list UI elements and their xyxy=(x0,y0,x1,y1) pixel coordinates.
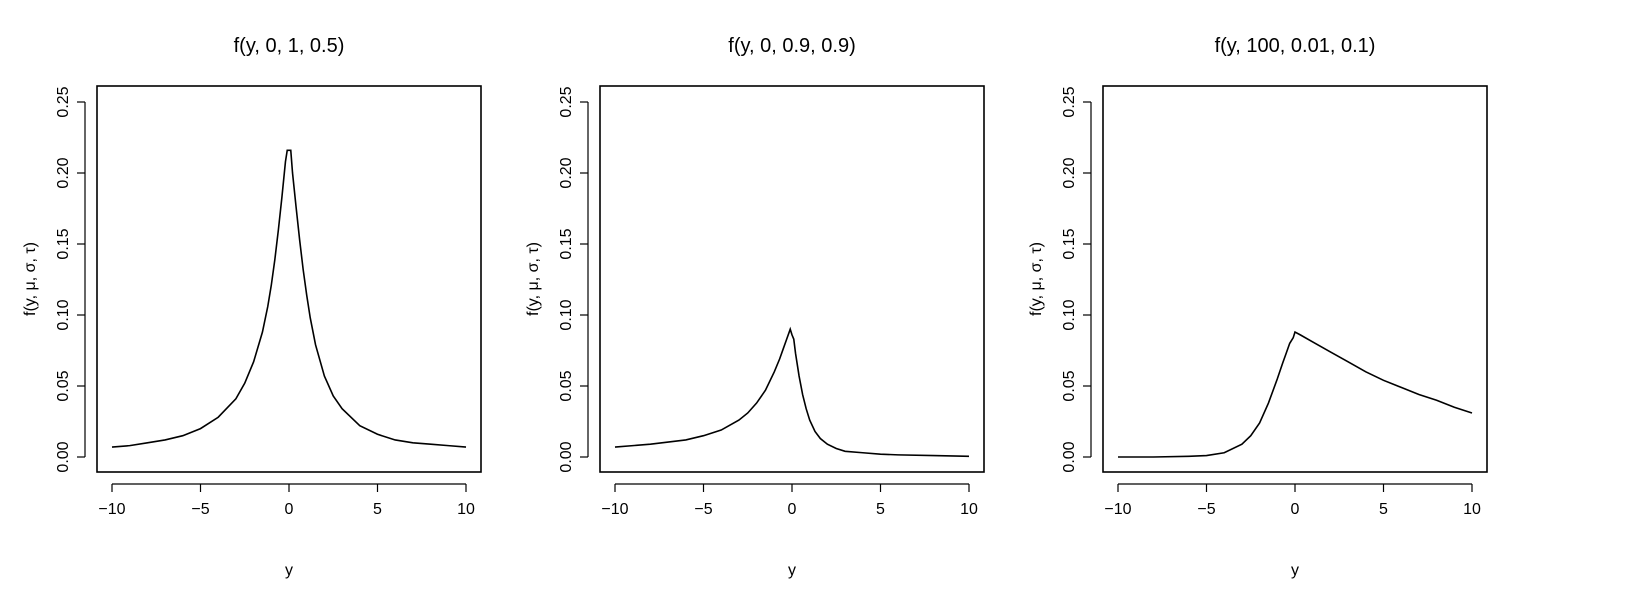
plot-frame xyxy=(96,85,482,473)
x-tick-label: 5 xyxy=(1379,501,1388,518)
x-tick-label: 5 xyxy=(373,501,382,518)
y-axis-label: f(y, μ, σ, τ) xyxy=(525,242,542,316)
y-tick-label: 0.10 xyxy=(558,299,575,330)
y-tick-label: 0.10 xyxy=(55,299,72,330)
chart-title: f(y, 0, 1, 0.5) xyxy=(234,35,345,57)
y-tick-label: 0.05 xyxy=(558,370,575,401)
x-axis-label: y xyxy=(285,562,293,579)
y-tick-label: 0.00 xyxy=(1061,441,1078,472)
x-tick-label: 5 xyxy=(876,501,885,518)
y-tick-label: 0.25 xyxy=(558,86,575,117)
y-tick-label: 0.00 xyxy=(55,441,72,472)
chart-title: f(y, 100, 0.01, 0.1) xyxy=(1215,35,1376,57)
y-tick-label: 0.15 xyxy=(55,228,72,259)
y-tick-label: 0.15 xyxy=(1061,228,1078,259)
x-axis-label: y xyxy=(788,562,796,579)
y-axis-label: f(y, μ, σ, τ) xyxy=(1028,242,1045,316)
y-tick-label: 0.05 xyxy=(55,370,72,401)
y-tick-label: 0.20 xyxy=(1061,157,1078,188)
y-tick-label: 0.25 xyxy=(1061,86,1078,117)
y-tick-label: 0.20 xyxy=(55,157,72,188)
y-axis-label: f(y, μ, σ, τ) xyxy=(22,242,39,316)
x-tick-label: 0 xyxy=(788,501,797,518)
x-tick-label: −5 xyxy=(694,501,712,518)
chart-panel-3: f(y, 100, 0.01, 0.1) −10 −5 0 5 10 y 0.00 0.05 0.… xyxy=(1028,35,1488,579)
y-tick-label: 0.10 xyxy=(1061,299,1078,330)
x-tick-label: 10 xyxy=(1463,501,1481,518)
plot-frame xyxy=(599,85,985,473)
density-curve xyxy=(614,326,970,458)
density-curve xyxy=(1118,330,1473,458)
x-axis-label: y xyxy=(1291,562,1299,579)
x-tick-label: 0 xyxy=(1291,501,1300,518)
x-tick-label: −10 xyxy=(601,501,628,518)
x-tick-label: −5 xyxy=(1197,501,1215,518)
y-tick-label: 0.20 xyxy=(558,157,575,188)
chart-panel-1: f(y, 0, 1, 0.5) −10 −5 0 5 10 y 0.00 0.05 0.10 0.1… xyxy=(22,35,482,579)
y-tick-label: 0.15 xyxy=(558,228,575,259)
x-tick-label: 0 xyxy=(285,501,294,518)
density-curve xyxy=(111,149,467,448)
chart-panel-2: f(y, 0, 0.9, 0.9) −10 −5 0 5 10 y 0.00 0.05 0.10 0… xyxy=(525,35,985,579)
x-tick-label: −5 xyxy=(191,501,209,518)
x-tick-label: −10 xyxy=(1104,501,1131,518)
x-tick-label: 10 xyxy=(457,501,475,518)
x-tick-label: 10 xyxy=(960,501,978,518)
y-tick-label: 0.00 xyxy=(558,441,575,472)
plot-frame xyxy=(1102,85,1488,473)
y-tick-label: 0.25 xyxy=(55,86,72,117)
chart-title: f(y, 0, 0.9, 0.9) xyxy=(728,35,855,57)
y-tick-label: 0.05 xyxy=(1061,370,1078,401)
x-tick-label: −10 xyxy=(98,501,125,518)
